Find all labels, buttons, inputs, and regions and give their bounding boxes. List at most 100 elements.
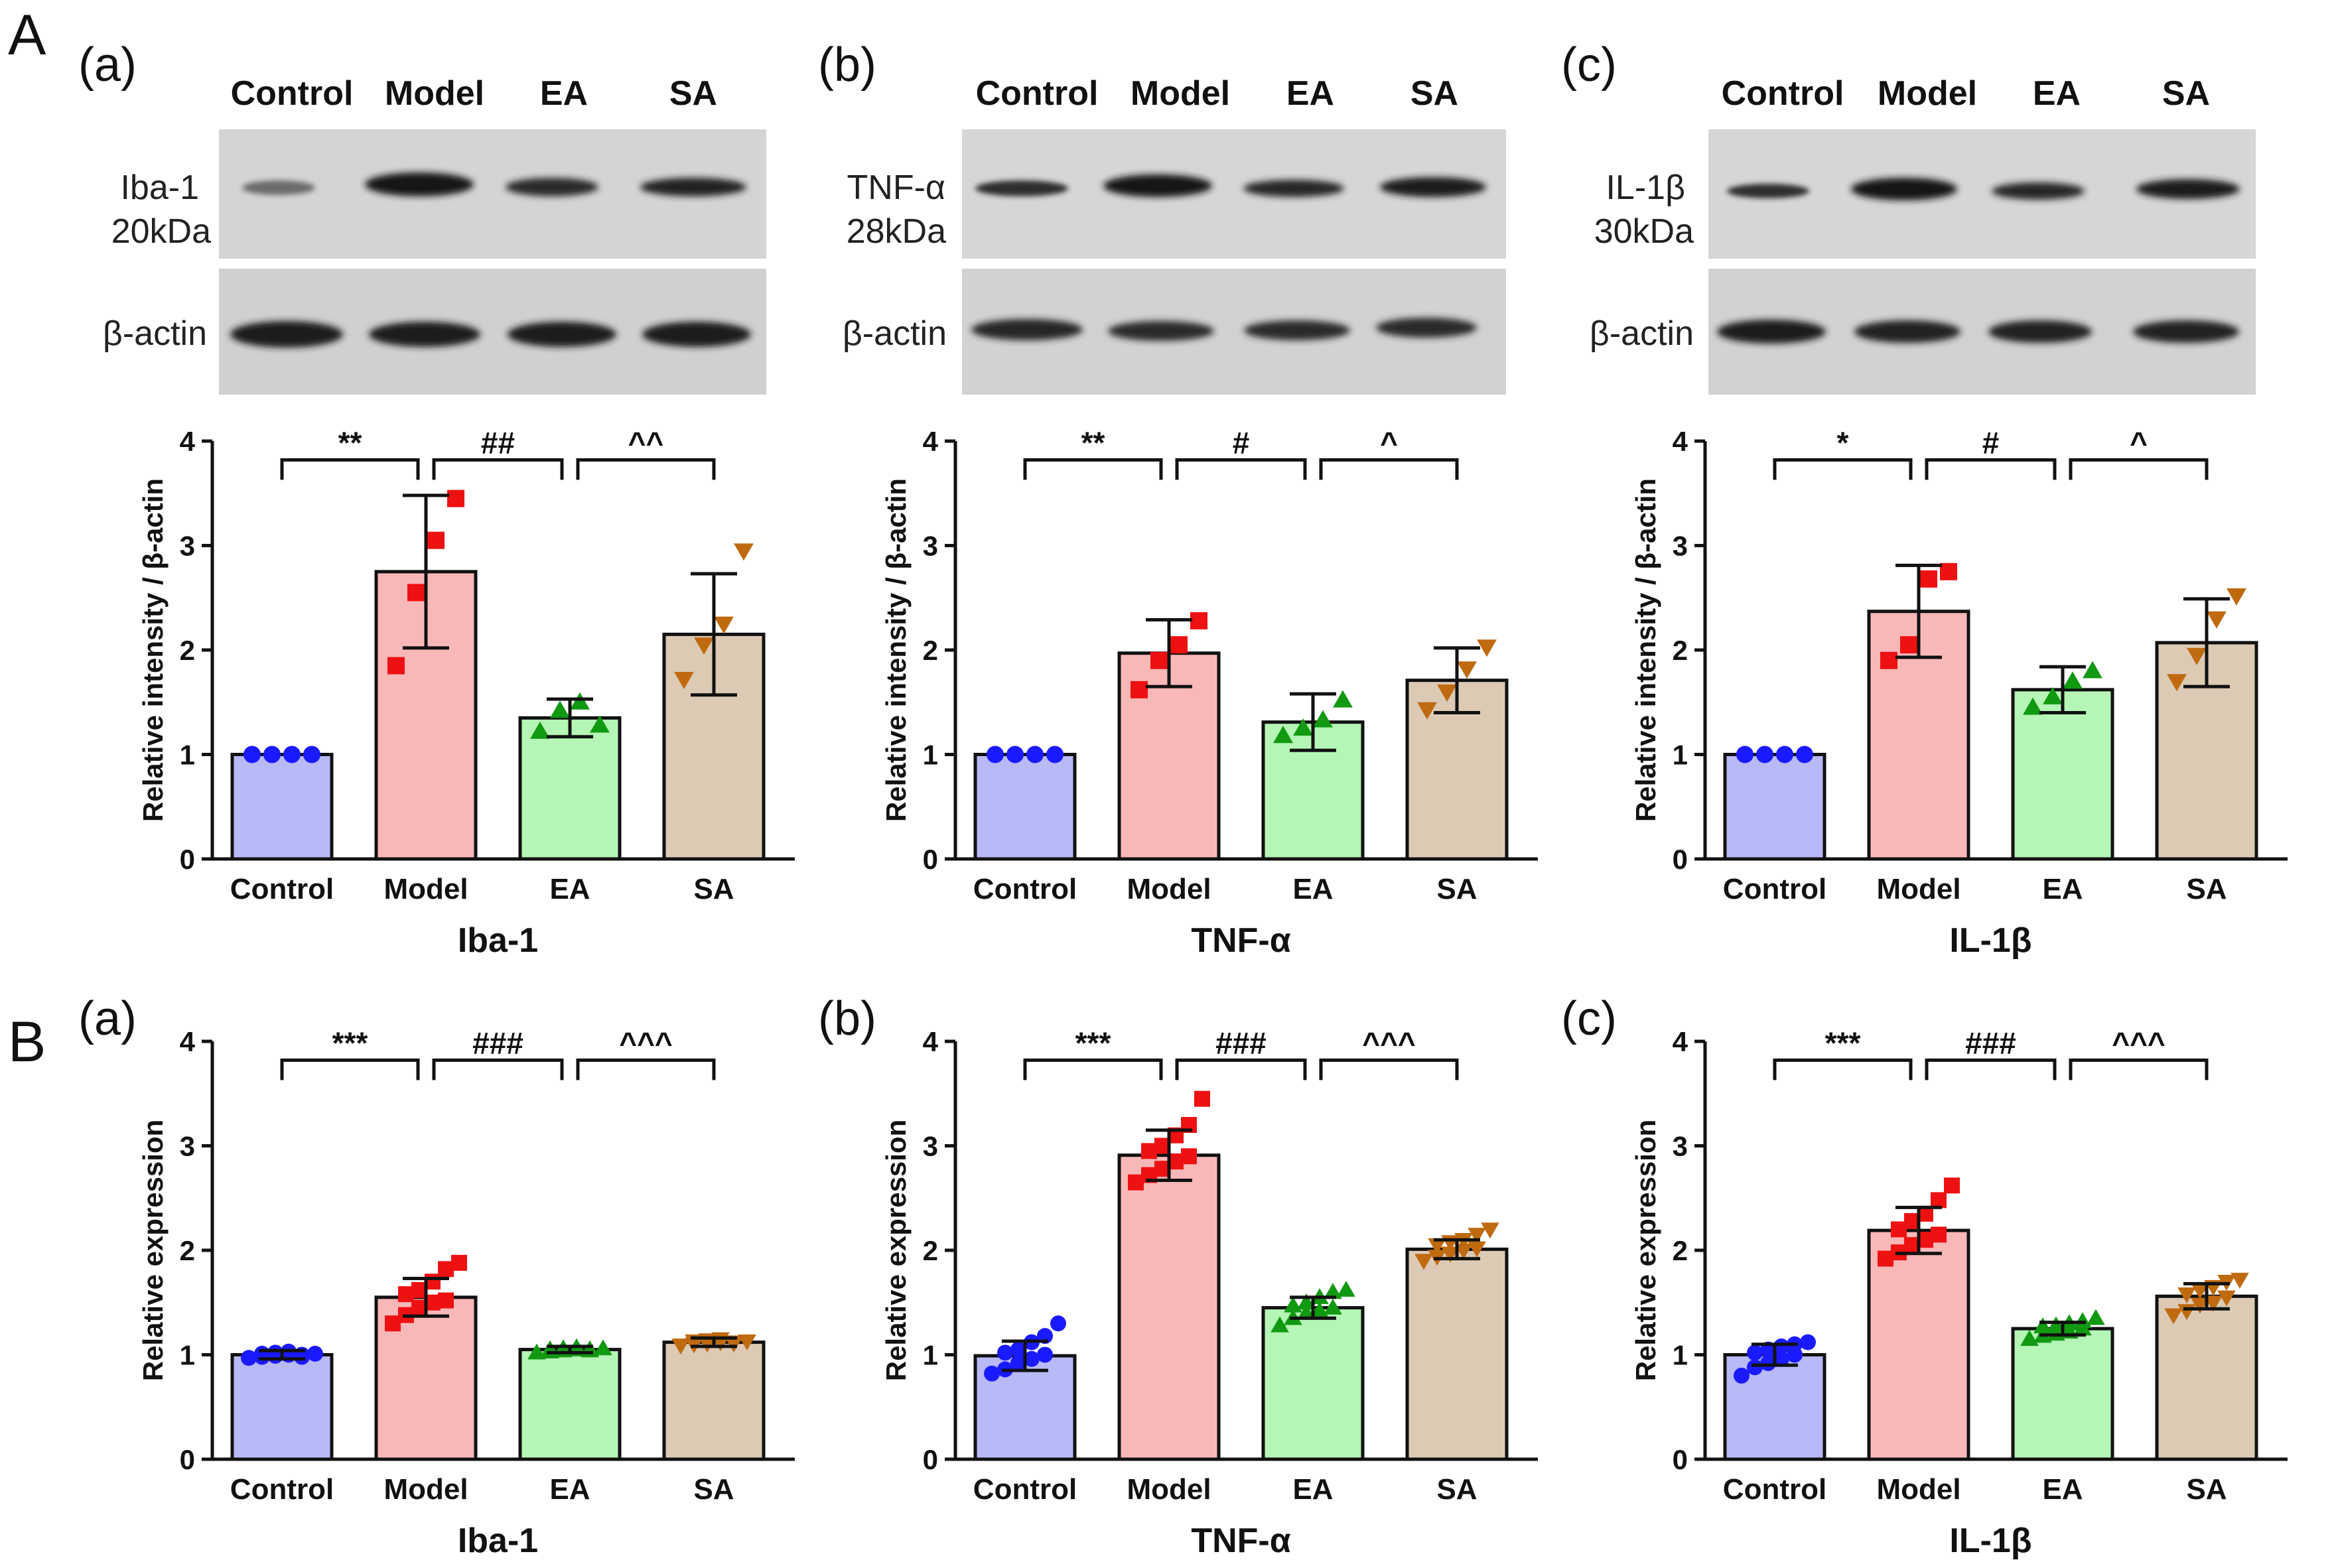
blot-b-lane-control: Control: [976, 74, 1099, 113]
b-b-y-tick-label: 2: [923, 1235, 938, 1266]
chart-a-iba1: 0 1 2 3 4 Relative intensity / β-actin Control…: [137, 425, 795, 960]
b-b-point-ea: [1297, 1303, 1316, 1320]
b-c-point-ea: [2047, 1325, 2065, 1341]
b-c-x-label-ea: EA: [2042, 1473, 2083, 1506]
b-c-x-label-control: Control: [1723, 1473, 1826, 1506]
b-c-point-control: [1747, 1344, 1763, 1361]
blot-a-actin-ea: [508, 322, 616, 347]
a-b-point-model: [1150, 651, 1168, 669]
b-c-point-ea: [2047, 1316, 2065, 1333]
blot-c: (c) Control Model EA SA IL-1β 30kDa β-ac…: [1561, 38, 2256, 395]
panel-b-b-sublabel: (b): [818, 992, 876, 1045]
a-c-point-control: [1796, 746, 1813, 763]
b-c-x-label-sa: SA: [2186, 1473, 2227, 1506]
a-c-x-label-ea: EA: [2042, 873, 2083, 905]
b-a-y-tick-label: 1: [180, 1340, 195, 1371]
a-c-point-model: [1940, 562, 1957, 580]
blot-c-band-sa: [2136, 179, 2240, 199]
b-b-point-control: [1024, 1350, 1040, 1367]
b-b-point-ea: [1271, 1316, 1289, 1333]
a-c-y-tick-label: 0: [1673, 844, 1688, 875]
a-a-point-ea: [570, 692, 590, 710]
a-c-bar-ea: [2011, 688, 2114, 861]
a-a-point-control: [283, 746, 301, 763]
b-c-sig-bracket: [2069, 1058, 2209, 1080]
a-a-y-tick-label: 2: [180, 635, 195, 666]
b-b-sig-bracket: [1023, 1058, 1163, 1080]
a-b-point-sa: [1437, 684, 1457, 702]
b-a-y-title: Relative expression: [137, 1120, 169, 1382]
a-a-bar-ea: [518, 716, 622, 861]
b-b-point-sa: [1468, 1228, 1486, 1244]
a-b-point-ea: [1333, 690, 1353, 708]
a-c-sig-label: #: [1982, 425, 2000, 460]
b-a-point-sa: [738, 1334, 756, 1350]
b-a-point-control: [267, 1344, 283, 1361]
a-a-x-label-sa: SA: [693, 873, 734, 905]
b-b-point-sa: [1441, 1246, 1460, 1263]
b-b-sig-label: ***: [1075, 1025, 1111, 1060]
blot-b-actin-sa: [1376, 318, 1477, 338]
a-a-point-sa: [734, 543, 754, 561]
blot-a-lane-model: Model: [385, 74, 484, 113]
blot-c-protein-label: IL-1β: [1606, 168, 1685, 207]
blot-b-actin-ea: [1244, 320, 1350, 340]
blot-c-lane-model: Model: [1878, 74, 1977, 113]
b-b-point-model: [1194, 1090, 1210, 1107]
b-b-x-label-ea: EA: [1292, 1473, 1333, 1506]
b-b-sig-bracket: [1319, 1058, 1459, 1080]
b-c-y-tick-label: 1: [1673, 1340, 1688, 1371]
a-c-sig-bracket: [1925, 458, 2057, 480]
a-c-point-ea: [2023, 697, 2043, 715]
b-c-point-ea: [2020, 1330, 2039, 1346]
a-c-x-label-control: Control: [1723, 873, 1826, 905]
b-c-point-sa: [2177, 1287, 2196, 1303]
b-a-point-control: [307, 1345, 323, 1362]
b-b-point-model: [1181, 1148, 1197, 1165]
b-c-point-control: [1800, 1334, 1816, 1350]
a-c-point-sa: [2167, 674, 2187, 692]
a-b-bar-control: [973, 753, 1077, 861]
a-b-y-tick-label: 3: [923, 531, 938, 562]
b-a-bar-sa: [662, 1340, 766, 1461]
b-c-point-control: [1760, 1355, 1776, 1372]
b-a-y-tick-label: 4: [180, 1026, 196, 1057]
a-c-point-control: [1756, 746, 1773, 763]
blot-a-lane-ea: EA: [540, 74, 588, 113]
a-b-y-tick-label: 4: [923, 426, 939, 457]
b-b-bar-model: [1117, 1153, 1221, 1461]
b-a-point-ea: [527, 1343, 546, 1360]
a-a-point-ea: [590, 715, 610, 733]
b-c-y-title: Relative expression: [1630, 1120, 1661, 1382]
b-a-y-tick-label: 3: [180, 1131, 195, 1162]
a-b-point-control: [1046, 746, 1064, 763]
a-a-x-label-model: Model: [383, 873, 468, 905]
a-a-point-model: [407, 584, 425, 602]
b-b-x-label-sa: SA: [1436, 1473, 1477, 1506]
a-b-sig-label: #: [1233, 425, 1250, 460]
blot-b-band-ea: [1243, 180, 1344, 197]
a-c-point-sa: [2207, 611, 2227, 629]
chart-b-il1b: 0 1 2 3 4 Relative expression Control Model EA SA…: [1630, 1025, 2288, 1560]
a-c-point-sa: [2227, 588, 2246, 606]
panel-letter-a: A: [8, 3, 46, 67]
blot-a-sublabel: (a): [78, 38, 137, 92]
b-a-point-ea: [594, 1339, 612, 1356]
b-c-point-model: [1944, 1177, 1960, 1194]
a-a-point-model: [387, 657, 405, 675]
blot-a-band-sa: [640, 178, 746, 196]
b-a-point-sa: [724, 1336, 743, 1352]
b-c-bar-model: [1867, 1228, 1970, 1461]
a-b-point-model: [1170, 636, 1188, 654]
blot-b-band-control: [975, 180, 1068, 196]
panel-b-a-sublabel: (a): [78, 992, 137, 1045]
a-c-y-title: Relative intensity / β-actin: [1630, 478, 1661, 822]
blot-a-actin-sa: [642, 322, 751, 347]
a-a-point-ea: [550, 700, 570, 718]
a-a-point-sa: [694, 637, 714, 655]
chart-a-il1b: 0 1 2 3 4 Relative intensity / β-actin Control…: [1630, 425, 2288, 960]
b-c-point-sa: [2164, 1308, 2183, 1325]
a-c-point-ea: [2083, 661, 2102, 679]
a-c-y-tick-label: 4: [1673, 426, 1688, 457]
a-c-point-model: [1880, 651, 1897, 669]
